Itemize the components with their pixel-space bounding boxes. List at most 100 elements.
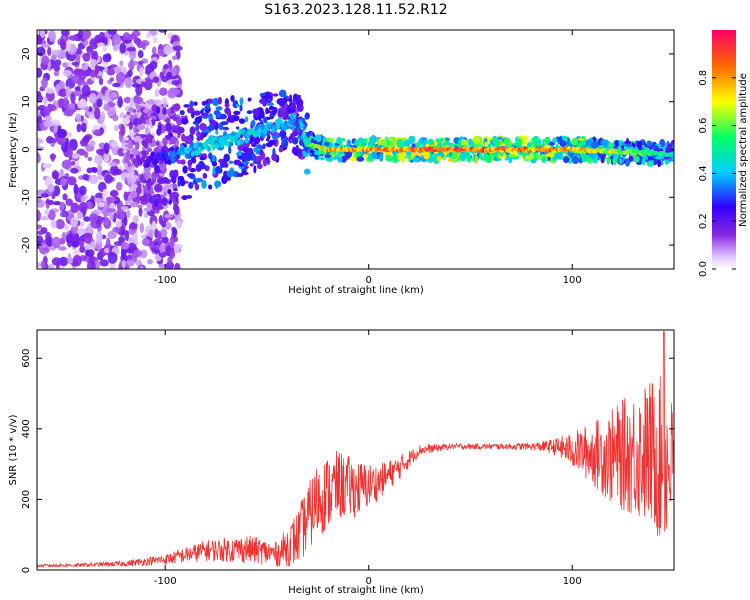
heatmap-cell	[272, 93, 279, 97]
heatmap-cell	[633, 155, 640, 163]
heatmap-cell	[39, 30, 45, 39]
heatmap-cell	[254, 155, 263, 162]
heatmap-cell	[123, 136, 129, 141]
heatmap-cell	[289, 104, 297, 110]
heatmap-cell	[47, 210, 56, 221]
heatmap-cell	[228, 145, 232, 155]
heatmap-cell	[94, 154, 104, 165]
heatmap-cell	[142, 42, 146, 50]
heatmap-cell	[157, 48, 166, 57]
heatmap-cell	[208, 113, 214, 121]
heatmap-cell	[266, 102, 274, 106]
heatmap-ridge-cell	[211, 144, 216, 150]
heatmap-cell	[43, 106, 51, 117]
x-tick-label: 0	[366, 275, 372, 286]
heatmap-cell	[100, 111, 106, 123]
heatmap-ridge-cell	[163, 151, 169, 158]
heatmap-cell	[191, 112, 195, 119]
heatmap-cell	[41, 43, 51, 48]
heatmap-ridge-cell	[260, 123, 265, 130]
heatmap-cell	[242, 167, 248, 171]
heatmap-cell	[37, 94, 44, 103]
heatmap-cell	[259, 98, 267, 105]
heatmap-cell	[261, 95, 268, 99]
heatmap-cell	[174, 262, 181, 269]
heatmap-cell	[139, 265, 144, 269]
heatmap-cell	[62, 69, 73, 77]
heatmap-cell	[169, 250, 175, 259]
heatmap-cell	[115, 182, 123, 191]
heatmap-cell	[168, 200, 172, 205]
heatmap-cell	[141, 238, 150, 246]
heatmap-cell	[51, 236, 62, 249]
heatmap-cell	[517, 137, 523, 146]
heatmap-cell	[284, 111, 289, 120]
heatmap-cell	[195, 177, 203, 183]
heatmap-cell	[214, 180, 222, 188]
heatmap-cell	[278, 147, 284, 153]
heatmap-cell	[356, 156, 365, 162]
heatmap-cell	[37, 261, 41, 269]
heatmap-cell	[346, 139, 351, 147]
heatmap-cell	[173, 103, 181, 111]
heatmap-cell	[156, 128, 162, 136]
heatmap-cell	[114, 66, 122, 74]
heatmap-cell	[136, 124, 145, 131]
heatmap-cell	[436, 155, 442, 161]
heatmap-cell	[129, 129, 133, 137]
heatmap-cell	[552, 137, 558, 144]
heatmap-cell	[251, 119, 256, 127]
heatmap-cell	[324, 141, 330, 147]
heatmap-cell	[235, 126, 240, 130]
heatmap-cell	[166, 71, 172, 78]
heatmap-cell	[137, 109, 140, 113]
heatmap-cell	[172, 45, 183, 52]
heatmap-cell	[507, 154, 516, 158]
heatmap-cell	[154, 183, 163, 193]
heatmap-cell	[457, 139, 462, 146]
y-tick-label: 0	[21, 567, 32, 573]
heatmap-cell	[401, 154, 406, 164]
heatmap-cell	[492, 138, 500, 144]
heatmap-cell	[191, 158, 197, 164]
heatmap-cell	[211, 161, 218, 167]
heatmap-cell	[484, 141, 489, 148]
heatmap-cell	[179, 110, 185, 116]
heatmap-cell	[271, 153, 278, 161]
heatmap-cell	[246, 110, 253, 114]
heatmap-cell	[87, 156, 93, 162]
heatmap-cell	[208, 184, 213, 190]
heatmap-cell	[189, 100, 194, 108]
heatmap-cell	[652, 145, 659, 149]
y-tick-label: 0	[21, 146, 32, 152]
heatmap-ridge-cell	[224, 140, 230, 147]
heatmap-cell	[646, 160, 654, 167]
heatmap-cell	[251, 142, 257, 148]
heatmap-cell	[48, 30, 56, 43]
heatmap-cell	[215, 129, 219, 135]
heatmap-cell	[167, 256, 173, 264]
heatmap-cell	[135, 141, 140, 150]
heatmap-cell	[113, 168, 123, 175]
heatmap-cell	[614, 140, 619, 148]
heatmap-cell	[147, 110, 154, 114]
heatmap-cell	[196, 131, 202, 138]
heatmap-cell	[451, 150, 458, 159]
heatmap-cell	[337, 156, 343, 163]
heatmap-cell	[50, 153, 55, 162]
heatmap-cell	[76, 123, 82, 133]
x-tick-label: 0	[366, 576, 372, 587]
heatmap-cell	[148, 229, 154, 238]
heatmap-cell	[91, 167, 98, 173]
heatmap-cell	[201, 100, 207, 106]
heatmap-cell	[104, 247, 110, 254]
heatmap-cell	[369, 135, 376, 145]
heatmap-cell	[485, 154, 492, 164]
heatmap-cell	[208, 152, 213, 160]
snr-panel: -100 0 100 0 200 400 600 Height of straight li…	[8, 329, 675, 596]
heatmap-cell	[664, 159, 669, 165]
heatmap-cell	[193, 101, 198, 106]
heatmap-ridge-cell	[288, 118, 293, 125]
heatmap-cell	[82, 52, 91, 62]
